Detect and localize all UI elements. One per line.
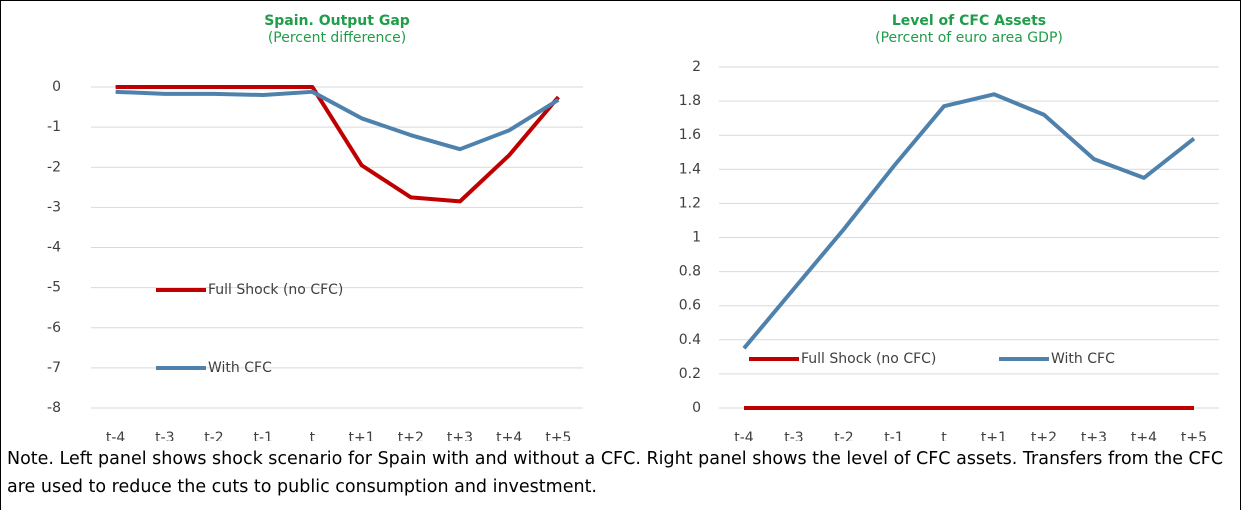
series-line xyxy=(115,89,560,152)
x-tick-label: t+5 xyxy=(545,430,571,441)
note: Note. Left panel shows shock scenario fo… xyxy=(7,449,1224,497)
legend-label: Full Shock (no CFC) xyxy=(208,282,343,298)
y-tick-label: 1.6 xyxy=(679,127,701,143)
y-tick-label: 2 xyxy=(692,59,701,75)
x-tick-label: t+2 xyxy=(1031,430,1057,441)
x-tick-label: t-4 xyxy=(106,430,126,441)
series-line xyxy=(742,92,1196,350)
x-tick-label: t+2 xyxy=(398,430,424,441)
x-tick-label: t+4 xyxy=(1131,430,1157,441)
y-tick-label: 0.2 xyxy=(679,366,701,382)
x-tick-label: t-4 xyxy=(734,430,754,441)
y-tick-label: 0.6 xyxy=(679,298,701,314)
y-tick-label: 0 xyxy=(52,79,61,95)
chart-title: Spain. Output Gap xyxy=(264,13,410,29)
chart-subtitle: (Percent of euro area GDP) xyxy=(875,30,1063,46)
x-tick-label: t-1 xyxy=(884,430,903,441)
x-tick-label: t+3 xyxy=(1081,430,1107,441)
y-tick-label: 1 xyxy=(692,230,701,246)
x-tick-label: t+5 xyxy=(1181,430,1207,441)
x-tick-label: t-3 xyxy=(784,430,803,441)
y-tick-label: 1.4 xyxy=(679,161,701,177)
y-tick-label: -4 xyxy=(47,240,61,256)
y-tick-label: -8 xyxy=(47,400,61,416)
y-tick-label: -1 xyxy=(47,119,61,135)
chart-subtitle: (Percent difference) xyxy=(268,30,406,46)
y-tick-label: 1.2 xyxy=(679,195,701,211)
y-tick-label: -2 xyxy=(47,159,61,175)
x-tick-label: t-2 xyxy=(834,430,853,441)
charts: Spain. Output Gap(Percent difference) 0 -1… xyxy=(47,13,1219,446)
legend-label: Full Shock (no CFC) xyxy=(801,351,936,367)
x-tick-label: t+4 xyxy=(496,430,522,441)
legend-label: With CFC xyxy=(1051,351,1115,367)
legend-label: With CFC xyxy=(208,360,272,376)
y-tick-label: 1.8 xyxy=(679,93,701,109)
y-tick-label: -5 xyxy=(47,280,61,296)
x-tick-label: t xyxy=(310,430,316,441)
y-tick-label: -7 xyxy=(47,360,61,376)
x-tick-label: t-1 xyxy=(253,430,272,441)
x-tick-label: t+1 xyxy=(349,430,375,441)
x-tick-label: t xyxy=(941,430,947,441)
x-tick-label: t-2 xyxy=(204,430,223,441)
series-line xyxy=(115,85,560,204)
y-tick-label: -3 xyxy=(47,199,61,215)
chart-title: Level of CFC Assets xyxy=(892,13,1046,29)
x-tick-label: t-3 xyxy=(155,430,174,441)
y-tick-label: 0.4 xyxy=(679,332,701,348)
y-tick-label: 0 xyxy=(692,400,701,416)
y-tick-label: 0.8 xyxy=(679,264,701,280)
y-tick-label: -6 xyxy=(47,320,61,336)
x-tick-label: t+1 xyxy=(981,430,1007,441)
x-tick-label: t+3 xyxy=(447,430,473,441)
